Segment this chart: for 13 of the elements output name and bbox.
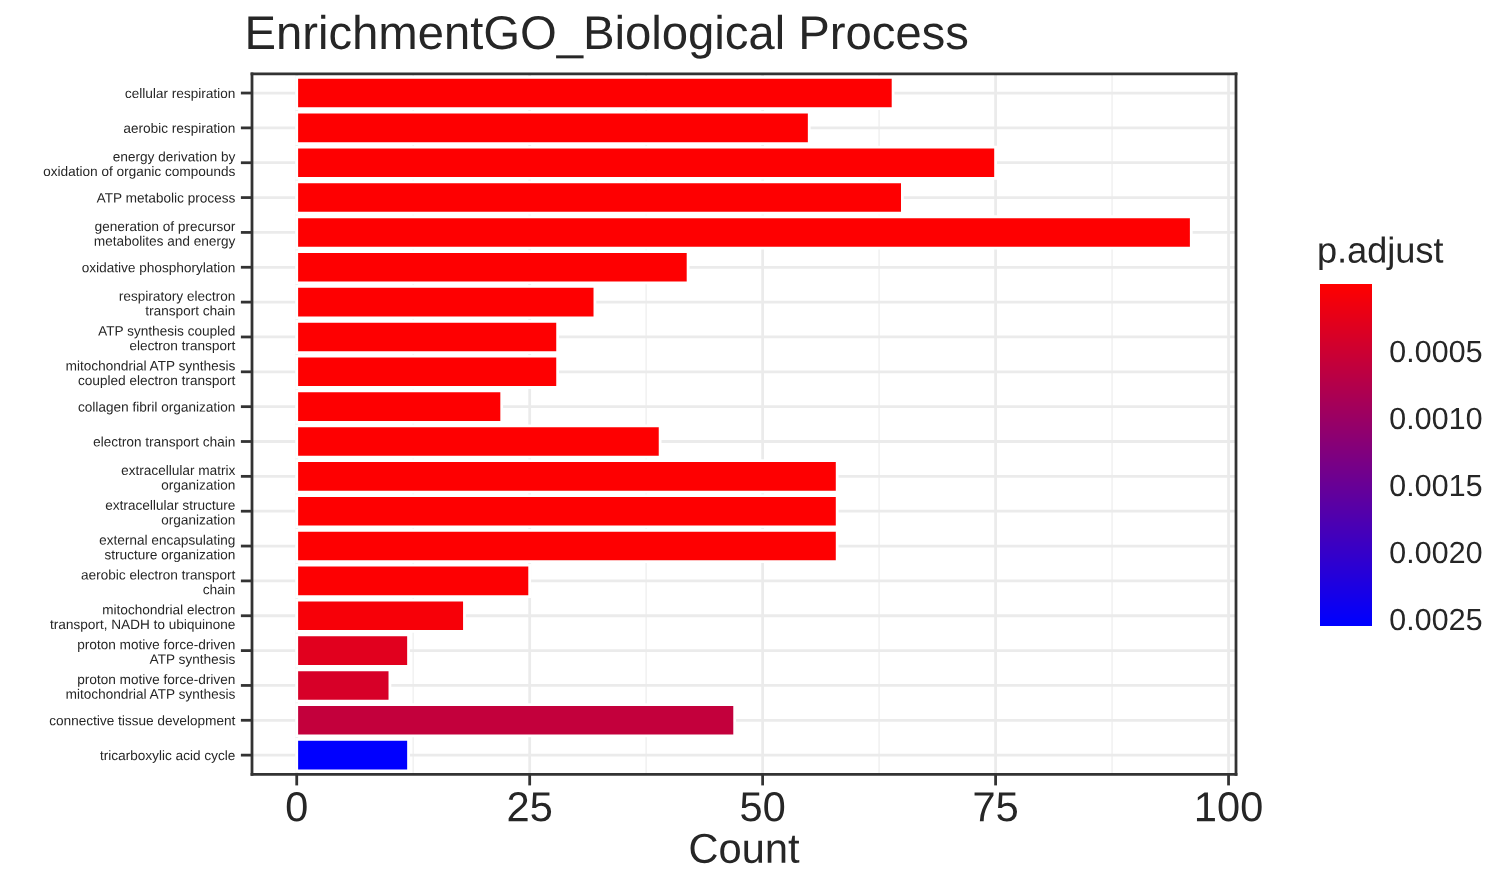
x-tick-label: 50 [741,792,785,822]
color-bar-label: 0.0020 [1390,541,1482,564]
x-tick-label: 0 [286,792,307,822]
color-bar-label: 0.0010 [1390,407,1482,430]
x-tick-label: 25 [508,792,552,822]
x-tick-label: 75 [974,792,1018,822]
color-bar-label: 0.0015 [1390,474,1482,497]
color-bar-label: 0.0005 [1390,340,1482,363]
color-bar-title: p.adjust [1319,236,1444,271]
color-bar-label: 0.0025 [1390,608,1482,631]
chart-title: EnrichmentGO_Biological Process [248,14,968,59]
x-tick-label: 100 [1196,792,1262,822]
x-axis-title: Count [690,833,800,864]
